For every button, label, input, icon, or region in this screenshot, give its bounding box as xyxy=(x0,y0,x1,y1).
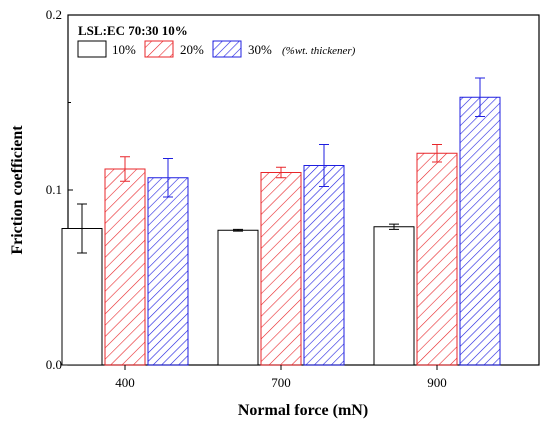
legend-swatch-20 xyxy=(144,40,174,58)
bar-10pct-900 xyxy=(373,226,415,366)
x-tick-label-700: 700 xyxy=(271,375,291,390)
x-tick-label-400: 400 xyxy=(115,375,135,390)
bar-10pct-700 xyxy=(217,229,259,366)
bar-30pct-700 xyxy=(303,165,345,366)
bar-30pct-400 xyxy=(147,177,189,366)
bar-20pct-700 xyxy=(260,172,302,366)
legend-note: (%wt. thickener) xyxy=(282,45,356,57)
legend-label-10: 10% xyxy=(112,42,136,57)
y-axis-title: Friction coefficient xyxy=(9,125,26,255)
bar-20pct-900 xyxy=(416,152,458,366)
y-tick-label-0: 0.0 xyxy=(46,357,62,372)
legend-label-30: 30% xyxy=(248,42,272,57)
chart-title: LSL:EC 70:30 10% xyxy=(78,23,188,38)
x-axis-title: Normal force (mN) xyxy=(238,402,368,419)
legend-swatch-30 xyxy=(212,40,242,58)
x-tick-label-900: 900 xyxy=(427,375,447,390)
legend-label-20: 20% xyxy=(180,42,204,57)
y-tick-label-2: 0.2 xyxy=(46,7,62,22)
chart-marks: 0.0 0.1 0.2 400 700 900 xyxy=(46,7,501,390)
bar-30pct-900 xyxy=(459,96,501,366)
y-tick-label-1: 0.1 xyxy=(46,182,62,197)
bar-20pct-400 xyxy=(104,168,146,366)
legend-swatch-10 xyxy=(77,40,107,58)
